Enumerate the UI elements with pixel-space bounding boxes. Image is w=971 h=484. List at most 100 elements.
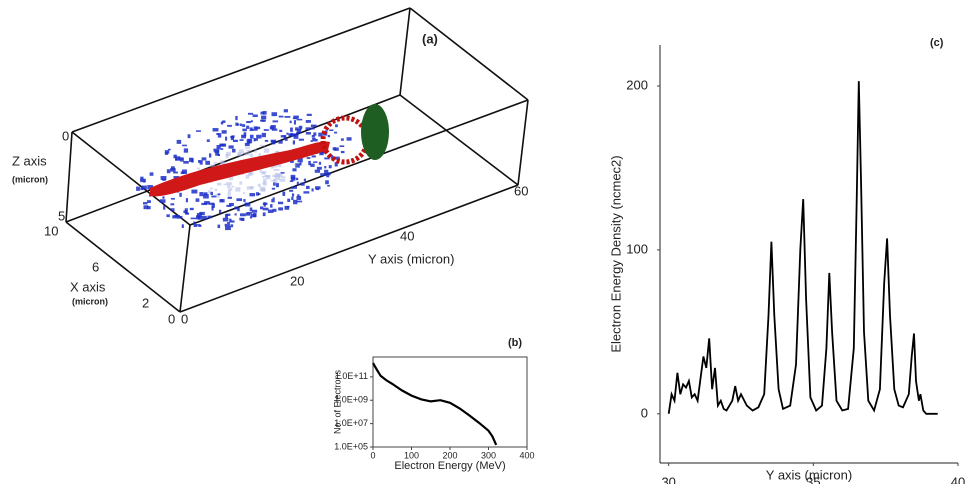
blue-speck xyxy=(162,196,165,199)
blue-speck xyxy=(217,193,221,196)
blue-speck xyxy=(311,137,316,140)
blue-speck xyxy=(273,180,278,184)
blue-speck xyxy=(147,185,154,190)
blue-speck xyxy=(305,119,311,123)
blue-speck xyxy=(259,169,262,173)
blue-speck xyxy=(189,207,194,211)
blue-speck xyxy=(247,112,254,115)
blue-speck xyxy=(220,162,225,164)
blue-speck xyxy=(179,192,182,197)
blue-speck xyxy=(201,157,207,161)
blue-speck xyxy=(173,171,178,174)
blue-speck xyxy=(313,132,317,136)
blue-speck xyxy=(237,153,243,156)
blue-speck xyxy=(263,129,269,131)
blue-speck xyxy=(236,123,240,126)
blue-speck xyxy=(197,167,200,170)
blue-speck xyxy=(149,172,154,176)
blue-speck xyxy=(272,174,277,178)
blue-speck xyxy=(296,118,303,121)
blue-speck xyxy=(262,212,266,217)
x-tick-label: 10 xyxy=(44,223,58,238)
x-tick-label: 400 xyxy=(519,450,534,460)
blue-speck xyxy=(185,212,190,215)
x-tick-label: 300 xyxy=(481,450,496,460)
blue-speck xyxy=(191,158,194,163)
red-ring xyxy=(320,115,370,165)
blue-speck xyxy=(303,191,310,194)
blue-speck xyxy=(237,207,240,212)
blue-speck xyxy=(229,220,235,223)
blue-speck xyxy=(265,175,271,180)
blue-speck xyxy=(223,183,227,186)
blue-speck xyxy=(255,192,260,196)
blue-speck xyxy=(225,136,228,141)
blue-speck xyxy=(334,156,340,160)
blue-speck xyxy=(273,168,280,171)
blue-speck xyxy=(261,171,265,174)
x-tick-label: 2 xyxy=(142,295,149,310)
blue-speck xyxy=(249,134,254,139)
blue-speck xyxy=(323,133,328,136)
blue-speck xyxy=(284,139,288,141)
y-axis-label: No. of Electrons xyxy=(332,369,342,434)
blue-speck xyxy=(217,224,221,229)
blue-speck xyxy=(225,151,231,156)
panel-a-box xyxy=(65,7,529,313)
blue-speck xyxy=(269,126,274,130)
blue-speck xyxy=(175,156,181,161)
blue-speck xyxy=(318,132,323,137)
blue-speck xyxy=(262,202,268,206)
blue-speck xyxy=(293,134,299,139)
blue-speck xyxy=(199,192,204,197)
blue-speck xyxy=(176,139,182,144)
blue-speck xyxy=(242,128,247,132)
blue-speck xyxy=(204,201,210,205)
z-axis-unit: (micron) xyxy=(12,174,48,184)
blue-speck xyxy=(214,188,218,192)
blue-speck xyxy=(227,221,230,227)
blue-speck xyxy=(306,113,312,116)
z-tick-label: 5 xyxy=(58,208,65,223)
x-axis-label: X axis xyxy=(70,279,106,294)
blue-speck xyxy=(249,186,254,189)
blue-speck xyxy=(216,182,222,186)
blue-speck xyxy=(259,144,266,147)
blue-speck xyxy=(289,180,294,183)
blue-speck xyxy=(260,119,265,122)
blue-speck xyxy=(222,217,229,222)
blue-speck xyxy=(227,192,231,196)
blue-speck xyxy=(272,164,277,168)
blue-speck xyxy=(208,202,215,205)
blue-speck xyxy=(232,148,236,153)
blue-speck xyxy=(253,126,258,131)
blue-speck xyxy=(246,139,251,144)
blue-speck xyxy=(170,203,175,206)
blue-speck xyxy=(271,128,278,131)
blue-speck xyxy=(299,127,302,131)
blue-speck xyxy=(202,215,207,220)
blue-speck xyxy=(183,210,188,214)
blue-speck xyxy=(243,132,247,137)
blue-speck xyxy=(226,184,231,188)
blue-speck xyxy=(195,198,200,202)
y-tick-label: 60 xyxy=(514,183,528,198)
blue-speck xyxy=(190,217,197,220)
blue-speck xyxy=(291,186,297,189)
blue-speck xyxy=(278,201,284,205)
blue-speck xyxy=(222,120,226,123)
blue-speck xyxy=(310,127,315,130)
blue-speck xyxy=(282,191,286,196)
blue-speck xyxy=(274,176,281,181)
blue-speck xyxy=(296,132,299,136)
blue-speck xyxy=(220,143,227,147)
blue-speck xyxy=(216,145,221,149)
blue-speck xyxy=(227,124,232,127)
blue-speck xyxy=(146,206,151,210)
blue-speck xyxy=(234,213,237,216)
y-axis-label: Electron Energy Density (ncmec2) xyxy=(608,155,623,352)
blue-speck xyxy=(199,211,205,216)
blue-speck xyxy=(286,205,290,208)
blue-speck xyxy=(284,116,291,118)
blue-speck xyxy=(208,153,212,158)
